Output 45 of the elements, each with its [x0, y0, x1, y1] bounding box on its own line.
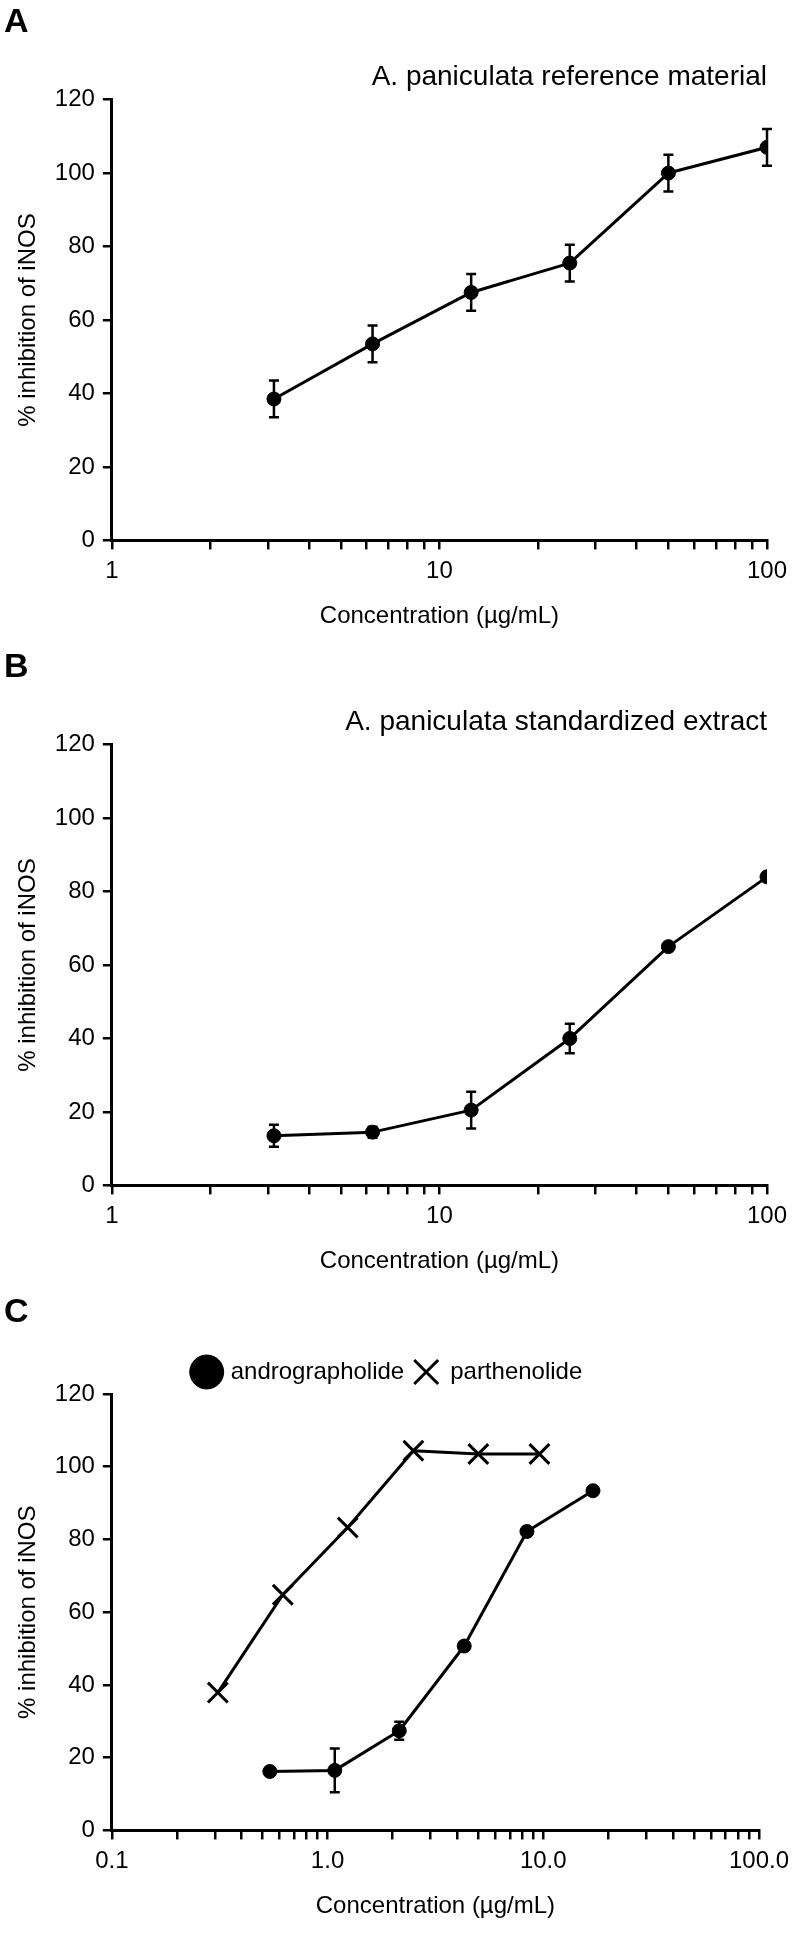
x-tick-label: 1 — [105, 556, 119, 584]
y-tick-label: 0 — [81, 1815, 95, 1843]
x-axis-title: Concentration (µg/mL) — [319, 1246, 560, 1274]
x-tick-label: 10 — [426, 556, 453, 584]
y-axis-title: % inhibition of iNOS — [13, 213, 41, 427]
point — [660, 939, 676, 955]
chart-title: A. paniculata standardized extract — [345, 704, 768, 736]
x-axis-title: Concentration (µg/mL) — [315, 1891, 556, 1919]
y-tick-label: 80 — [68, 231, 95, 259]
y-tick-label: 60 — [68, 304, 95, 332]
x-tick-label: 0.1 — [95, 1846, 129, 1874]
x-tick-label: 1.0 — [310, 1846, 345, 1874]
y-tick-label: 100 — [54, 802, 95, 830]
y-tick-label: 120 — [54, 1378, 95, 1406]
y-tick-label: 40 — [68, 1023, 95, 1051]
y-tick-label: 80 — [68, 876, 95, 904]
x-tick-label: 100 — [746, 1201, 788, 1229]
y-tick-label: 100 — [54, 157, 95, 185]
x-tick-label: 100 — [746, 556, 788, 584]
y-axis-title: % inhibition of iNOS — [13, 858, 41, 1072]
text: A — [4, 1, 29, 40]
text: B — [4, 646, 29, 685]
y-tick-label: 20 — [68, 1742, 95, 1770]
legend-label: andrographolide — [230, 1356, 405, 1384]
x-tick-label: 100.0 — [728, 1846, 789, 1874]
y-tick-label: 60 — [68, 1596, 95, 1624]
y-tick-label: 60 — [68, 949, 95, 977]
y-tick-label: 120 — [54, 729, 95, 757]
y-tick-label: 0 — [81, 525, 95, 553]
y-tick-label: 40 — [68, 1669, 95, 1697]
y-tick-label: 0 — [81, 1170, 95, 1198]
y-tick-label: 80 — [68, 1524, 95, 1552]
x-tick-label: 10.0 — [519, 1846, 567, 1874]
chart-title: A. paniculata reference material — [371, 59, 767, 91]
y-tick-label: 40 — [68, 378, 95, 406]
y-tick-label: 20 — [68, 451, 95, 479]
x-tick-label: 10 — [426, 1201, 453, 1229]
x-tick-label: 1 — [105, 1201, 119, 1229]
x-axis-title: Concentration (µg/mL) — [319, 601, 560, 629]
legend-label: parthenolide — [450, 1356, 583, 1384]
y-tick-label: 20 — [68, 1096, 95, 1124]
y-axis-title: % inhibition of iNOS — [13, 1505, 41, 1719]
y-tick-label: 100 — [54, 1451, 95, 1479]
y-tick-label: 120 — [54, 84, 95, 112]
text: C — [4, 1291, 29, 1330]
